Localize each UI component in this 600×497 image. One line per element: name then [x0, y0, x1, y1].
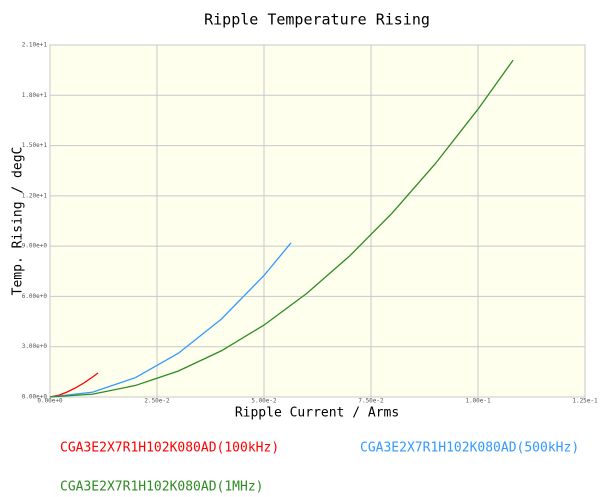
plot-area — [49, 44, 586, 398]
y-tick-label: 1.80e+1 — [22, 92, 48, 99]
y-tick-label: 1.50e+1 — [22, 142, 48, 149]
y-tick-label: 6.00e+0 — [22, 293, 48, 300]
legend-entry: CGA3E2X7R1H102K080AD(100kHz) — [60, 441, 279, 456]
legend-entry: CGA3E2X7R1H102K080AD(500kHz) — [360, 441, 579, 456]
series-line — [49, 59, 514, 398]
series-line — [49, 242, 292, 398]
y-tick-label: 1.20e+1 — [22, 192, 48, 199]
chart-title: Ripple Temperature Rising — [204, 11, 430, 29]
x-tick-label: 5.00e-2 — [251, 398, 277, 405]
x-tick-label: 1.00e-1 — [465, 398, 491, 405]
x-axis-label: Ripple Current / Arms — [235, 406, 399, 421]
x-tick-label: 0.00e+0 — [37, 398, 63, 405]
x-tick-label: 1.25e-1 — [572, 398, 598, 405]
legend-entry: CGA3E2X7R1H102K080AD(1MHz) — [60, 480, 264, 495]
y-tick-label: 3.00e+0 — [22, 343, 48, 350]
series-line — [49, 372, 99, 398]
y-tick-label: 9.00e+0 — [22, 243, 48, 250]
x-tick-label: 2.50e-2 — [144, 398, 170, 405]
y-tick-label: 2.10e+1 — [22, 42, 48, 49]
y-tick-label: 0.00e+0 — [22, 394, 48, 401]
x-tick-label: 7.50e-2 — [358, 398, 384, 405]
y-axis-label: Temp. Rising / degC — [11, 147, 26, 296]
